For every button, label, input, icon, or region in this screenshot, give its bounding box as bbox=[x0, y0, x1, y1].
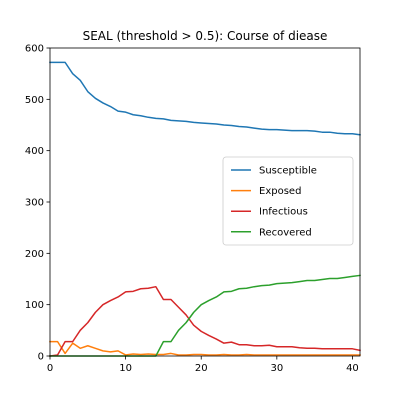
series-line-infectious bbox=[49, 285, 361, 357]
x-tick-label: 30 bbox=[270, 363, 283, 374]
legend-box bbox=[222, 156, 354, 246]
y-tick-label: 400 bbox=[25, 146, 44, 157]
x-tick-label: 40 bbox=[346, 363, 359, 374]
x-tick-label: 0 bbox=[47, 363, 53, 374]
y-tick-label: 500 bbox=[25, 95, 44, 106]
y-tick-label: 200 bbox=[25, 249, 44, 260]
y-tick-label: 0 bbox=[38, 352, 44, 363]
chart-title: SEAL (threshold > 0.5): Course of diease bbox=[83, 29, 328, 43]
y-tick-label: 100 bbox=[25, 300, 44, 311]
legend-label-infectious: Infectious bbox=[259, 207, 308, 218]
series-line-exposed bbox=[49, 340, 361, 356]
legend-label-susceptible: Susceptible bbox=[259, 166, 317, 177]
x-tick-label: 10 bbox=[119, 363, 132, 374]
x-tick-label: 20 bbox=[195, 363, 208, 374]
series-line-recovered bbox=[49, 274, 361, 357]
y-tick-label: 600 bbox=[25, 44, 44, 55]
legend-label-exposed: Exposed bbox=[259, 186, 301, 197]
legend-label-recovered: Recovered bbox=[259, 227, 312, 238]
series-line-susceptible bbox=[49, 61, 361, 136]
legend: Susceptible Exposed Infectious Recovered bbox=[222, 156, 354, 246]
y-tick-label: 300 bbox=[25, 198, 44, 209]
